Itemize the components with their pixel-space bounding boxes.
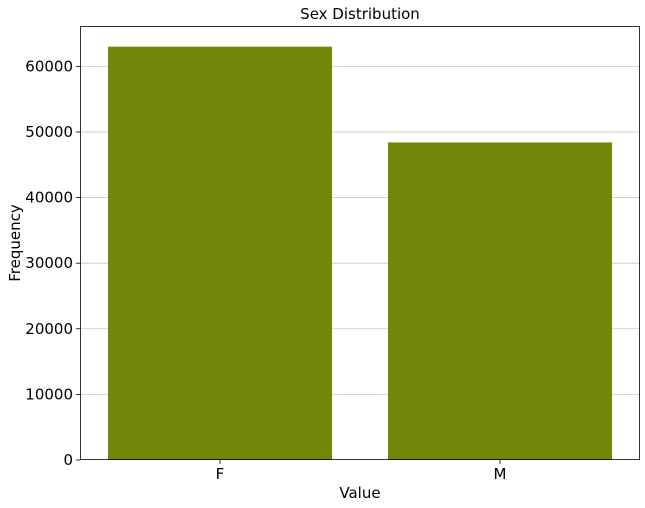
plot-frame xyxy=(80,26,640,460)
x-tick-label: F xyxy=(216,465,225,483)
bars-layer xyxy=(108,46,612,461)
x-axis-label: Value xyxy=(339,484,380,502)
y-tick-label: 20000 xyxy=(25,320,73,338)
bar-m xyxy=(388,142,612,461)
y-tick-label: 0 xyxy=(63,451,73,469)
x-tick-label: M xyxy=(494,465,507,483)
y-tick-label: 10000 xyxy=(25,385,73,403)
y-axis-label: Frequency xyxy=(6,204,24,282)
y-tick-label: 40000 xyxy=(25,189,73,207)
y-axis-ticks: 0 10000 20000 30000 40000 50000 60000 xyxy=(25,57,80,469)
chart-title: Sex Distribution xyxy=(300,5,420,23)
y-tick-label: 60000 xyxy=(25,57,73,75)
y-tick-label: 50000 xyxy=(25,123,73,141)
bar-f xyxy=(108,46,332,461)
y-tick-label: 30000 xyxy=(25,254,73,272)
